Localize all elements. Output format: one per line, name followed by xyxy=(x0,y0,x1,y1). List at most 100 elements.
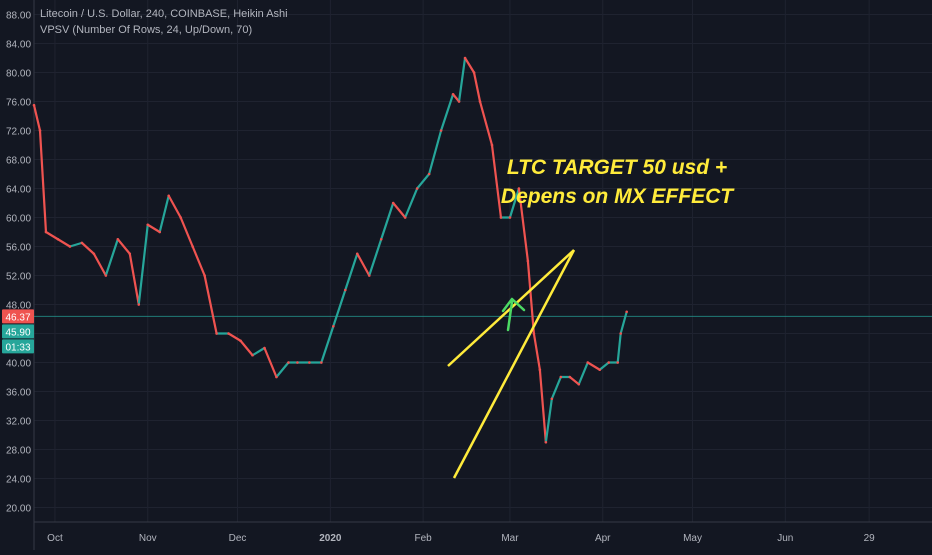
price-segment xyxy=(451,93,461,103)
price-point xyxy=(308,361,311,364)
price-point xyxy=(457,100,461,103)
y-tick-label: 56.00 xyxy=(6,243,31,254)
price-segment xyxy=(577,361,589,386)
price-segment xyxy=(616,332,622,364)
price-point xyxy=(568,375,572,379)
y-tick-label: 24.00 xyxy=(6,475,31,486)
price-segment xyxy=(227,332,242,342)
y-tick-label: 88.00 xyxy=(6,11,31,22)
price-point xyxy=(616,361,619,364)
price-segment xyxy=(538,368,547,444)
price-segment xyxy=(320,325,335,364)
price-point xyxy=(619,332,622,335)
price-point xyxy=(463,56,467,60)
price-point xyxy=(80,241,84,245)
price-segment xyxy=(251,346,266,357)
price-badge-label: 45.90 xyxy=(5,327,30,338)
price-segment xyxy=(146,223,161,234)
price-point xyxy=(517,187,521,190)
price-segment xyxy=(332,288,347,328)
price-segment xyxy=(179,216,194,248)
price-segment xyxy=(490,143,503,219)
price-point xyxy=(478,100,482,103)
price-point xyxy=(158,230,162,234)
price-segment xyxy=(128,252,140,306)
x-tick-label: Apr xyxy=(595,533,611,544)
y-tick-label: 60.00 xyxy=(6,214,31,225)
price-segment xyxy=(68,241,83,248)
price-point xyxy=(577,382,581,386)
price-point xyxy=(391,201,395,205)
price-point xyxy=(439,129,443,132)
price-point xyxy=(38,129,42,132)
price-point xyxy=(296,361,299,364)
price-segment xyxy=(263,346,278,379)
price-point xyxy=(379,237,383,241)
price-segment xyxy=(457,56,467,103)
price-segment xyxy=(116,238,131,255)
price-point xyxy=(472,71,476,74)
y-tick-label: 68.00 xyxy=(6,156,31,167)
price-segment xyxy=(80,241,95,255)
price-segment xyxy=(344,252,359,292)
price-segment xyxy=(239,339,254,357)
price-segment xyxy=(404,187,419,219)
price-point xyxy=(287,361,290,364)
price-segment xyxy=(586,361,601,371)
x-tick-label: Oct xyxy=(47,533,63,544)
annotation-line-2: Depens on MX EFFECT xyxy=(501,185,735,208)
price-segment xyxy=(526,259,535,335)
price-segment xyxy=(32,104,42,132)
price-badge xyxy=(2,339,34,354)
price-point xyxy=(598,368,602,372)
x-tick-label: 29 xyxy=(864,533,876,544)
price-segment xyxy=(439,93,455,132)
price-segment xyxy=(356,252,371,277)
indicator-title: VPSV (Number Of Rows, 24, Up/Down, 70) xyxy=(40,24,253,36)
price-point xyxy=(415,187,419,190)
price-segment xyxy=(428,129,443,176)
price-point xyxy=(227,332,230,335)
x-tick-label: May xyxy=(683,533,702,544)
price-segment xyxy=(508,187,521,219)
price-point xyxy=(538,368,542,372)
price-segment xyxy=(167,194,182,219)
price-badge xyxy=(2,324,34,339)
x-tick-label: Dec xyxy=(229,533,247,544)
price-point xyxy=(403,216,407,219)
price-point xyxy=(344,288,347,292)
price-point xyxy=(167,194,170,198)
price-point xyxy=(544,440,548,444)
price-segment xyxy=(517,187,530,263)
price-point xyxy=(559,375,563,379)
price-segment xyxy=(380,201,395,241)
price-point xyxy=(550,397,554,401)
price-segment xyxy=(544,397,553,444)
price-point xyxy=(532,332,536,335)
symbol-title: Litecoin / U.S. Dollar, 240, COINBASE, H… xyxy=(40,8,288,20)
price-point xyxy=(179,216,182,219)
price-point xyxy=(320,361,323,364)
price-segment xyxy=(392,201,407,219)
price-badge-label: 01:33 xyxy=(5,342,30,353)
price-point xyxy=(625,310,628,314)
annotation-line-1: LTC TARGET 50 usd + xyxy=(507,156,727,179)
y-tick-label: 20.00 xyxy=(6,504,31,515)
y-tick-label: 84.00 xyxy=(6,40,31,51)
price-point xyxy=(332,324,335,328)
price-segment xyxy=(463,56,476,74)
y-tick-label: 52.00 xyxy=(6,272,31,283)
x-tick-label: 2020 xyxy=(319,533,342,544)
price-segment xyxy=(619,310,628,335)
price-segment xyxy=(203,274,218,335)
price-segment xyxy=(568,375,580,386)
price-point xyxy=(251,353,254,357)
price-segment xyxy=(478,100,494,147)
price-badge-label: 46.37 xyxy=(5,312,30,323)
price-segment xyxy=(275,361,290,379)
price-point xyxy=(239,339,242,343)
price-point xyxy=(526,259,530,263)
y-tick-label: 80.00 xyxy=(6,69,31,80)
price-point xyxy=(191,245,194,248)
